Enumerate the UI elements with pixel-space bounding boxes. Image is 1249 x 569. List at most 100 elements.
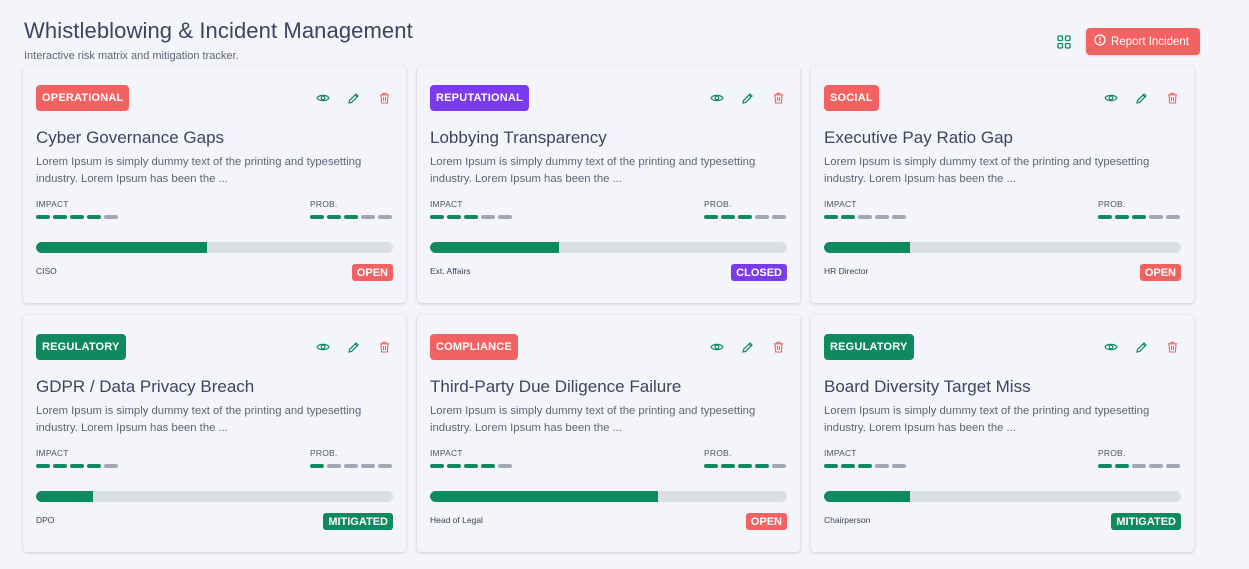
impact-label: IMPACT bbox=[36, 199, 69, 209]
probability-dash bbox=[1149, 215, 1163, 219]
probability-meter bbox=[1098, 464, 1180, 468]
probability-dash bbox=[721, 464, 735, 468]
card-actions bbox=[1101, 339, 1182, 355]
probability-meter bbox=[310, 215, 392, 219]
probability-label: PROB. bbox=[704, 199, 732, 209]
alert-circle-icon bbox=[1094, 34, 1106, 49]
impact-dash bbox=[824, 464, 838, 468]
impact-dash bbox=[447, 464, 461, 468]
view-icon[interactable] bbox=[707, 339, 726, 355]
edit-icon[interactable] bbox=[738, 90, 757, 106]
impact-dash bbox=[841, 215, 855, 219]
incident-card[interactable]: REGULATORY GDPR / Data Privacy Breach Lo… bbox=[23, 315, 406, 552]
edit-icon[interactable] bbox=[344, 339, 363, 355]
view-icon[interactable] bbox=[1101, 90, 1120, 106]
status-badge: MITIGATED bbox=[323, 513, 393, 530]
grid-view-icon[interactable] bbox=[1054, 32, 1074, 52]
owner-label: CISO bbox=[36, 266, 57, 276]
probability-dash bbox=[1115, 215, 1129, 219]
incident-card[interactable]: SOCIAL Executive Pay Ratio Gap Lorem Ips… bbox=[811, 66, 1194, 303]
probability-dash bbox=[1132, 215, 1146, 219]
probability-dash bbox=[327, 464, 341, 468]
incident-card[interactable]: REGULATORY Board Diversity Target Miss L… bbox=[811, 315, 1194, 552]
mitigation-progress-fill bbox=[430, 242, 559, 253]
view-icon[interactable] bbox=[313, 90, 332, 106]
probability-dash bbox=[361, 464, 375, 468]
impact-label: IMPACT bbox=[36, 448, 69, 458]
probability-dash bbox=[327, 215, 341, 219]
incident-card[interactable]: OPERATIONAL Cyber Governance Gaps Lorem … bbox=[23, 66, 406, 303]
category-badge: REGULATORY bbox=[824, 334, 914, 360]
status-badge: OPEN bbox=[1139, 264, 1181, 281]
impact-dash bbox=[858, 215, 872, 219]
impact-meter bbox=[430, 215, 512, 219]
status-badge: OPEN bbox=[745, 513, 787, 530]
status-badge: OPEN bbox=[351, 264, 393, 281]
probability-dash bbox=[704, 464, 718, 468]
impact-dash bbox=[70, 215, 84, 219]
mitigation-progress-fill bbox=[430, 491, 659, 502]
delete-icon[interactable] bbox=[769, 90, 788, 106]
edit-icon[interactable] bbox=[344, 90, 363, 106]
owner-label: DPO bbox=[36, 515, 55, 525]
probability-meter bbox=[704, 215, 786, 219]
probability-dash bbox=[310, 464, 324, 468]
category-badge: REGULATORY bbox=[36, 334, 126, 360]
impact-dash bbox=[464, 464, 478, 468]
delete-icon[interactable] bbox=[375, 90, 394, 106]
impact-label: IMPACT bbox=[430, 448, 463, 458]
view-icon[interactable] bbox=[707, 90, 726, 106]
incident-card[interactable]: COMPLIANCE Third-Party Due Diligence Fai… bbox=[417, 315, 800, 552]
probability-dash bbox=[755, 215, 769, 219]
card-actions bbox=[313, 339, 394, 355]
card-description: Lorem Ipsum is simply dummy text of the … bbox=[36, 156, 362, 185]
probability-dash bbox=[1115, 464, 1129, 468]
edit-icon[interactable] bbox=[738, 339, 757, 355]
probability-dash bbox=[738, 464, 752, 468]
probability-dash bbox=[361, 215, 375, 219]
view-icon[interactable] bbox=[1101, 339, 1120, 355]
card-actions bbox=[707, 339, 788, 355]
probability-meter bbox=[704, 464, 786, 468]
impact-dash bbox=[87, 464, 101, 468]
probability-label: PROB. bbox=[310, 199, 338, 209]
probability-dash bbox=[378, 215, 392, 219]
impact-meter bbox=[36, 215, 118, 219]
impact-meter bbox=[36, 464, 118, 468]
probability-dash bbox=[378, 464, 392, 468]
probability-dash bbox=[704, 215, 718, 219]
probability-dash bbox=[344, 215, 358, 219]
owner-label: Head of Legal bbox=[430, 515, 483, 525]
impact-dash bbox=[430, 464, 444, 468]
mitigation-progress-fill bbox=[36, 242, 208, 253]
probability-dash bbox=[721, 215, 735, 219]
delete-icon[interactable] bbox=[1163, 339, 1182, 355]
impact-dash bbox=[53, 464, 67, 468]
report-incident-button[interactable]: Report Incident bbox=[1086, 28, 1200, 55]
delete-icon[interactable] bbox=[1163, 90, 1182, 106]
card-description: Lorem Ipsum is simply dummy text of the … bbox=[430, 405, 756, 434]
owner-label: Chairperson bbox=[824, 515, 871, 525]
mitigation-progress-bar bbox=[824, 491, 1181, 502]
delete-icon[interactable] bbox=[769, 339, 788, 355]
view-icon[interactable] bbox=[313, 339, 332, 355]
edit-icon[interactable] bbox=[1132, 90, 1151, 106]
probability-dash bbox=[738, 215, 752, 219]
delete-icon[interactable] bbox=[375, 339, 394, 355]
probability-dash bbox=[344, 464, 358, 468]
page-title: Whistleblowing & Incident Management bbox=[24, 18, 413, 43]
edit-icon[interactable] bbox=[1132, 339, 1151, 355]
mitigation-progress-bar bbox=[430, 491, 787, 502]
owner-label: Ext. Affairs bbox=[430, 266, 471, 276]
category-badge: OPERATIONAL bbox=[36, 85, 130, 111]
incident-card[interactable]: REPUTATIONAL Lobbying Transparency Lorem… bbox=[417, 66, 800, 303]
status-badge: MITIGATED bbox=[1111, 513, 1181, 530]
probability-dash bbox=[1149, 464, 1163, 468]
probability-dash bbox=[1098, 464, 1112, 468]
owner-label: HR Director bbox=[824, 266, 869, 276]
card-description: Lorem Ipsum is simply dummy text of the … bbox=[430, 156, 756, 185]
status-badge: CLOSED bbox=[731, 264, 787, 281]
impact-meter bbox=[824, 464, 906, 468]
impact-dash bbox=[875, 215, 889, 219]
impact-label: IMPACT bbox=[824, 199, 857, 209]
